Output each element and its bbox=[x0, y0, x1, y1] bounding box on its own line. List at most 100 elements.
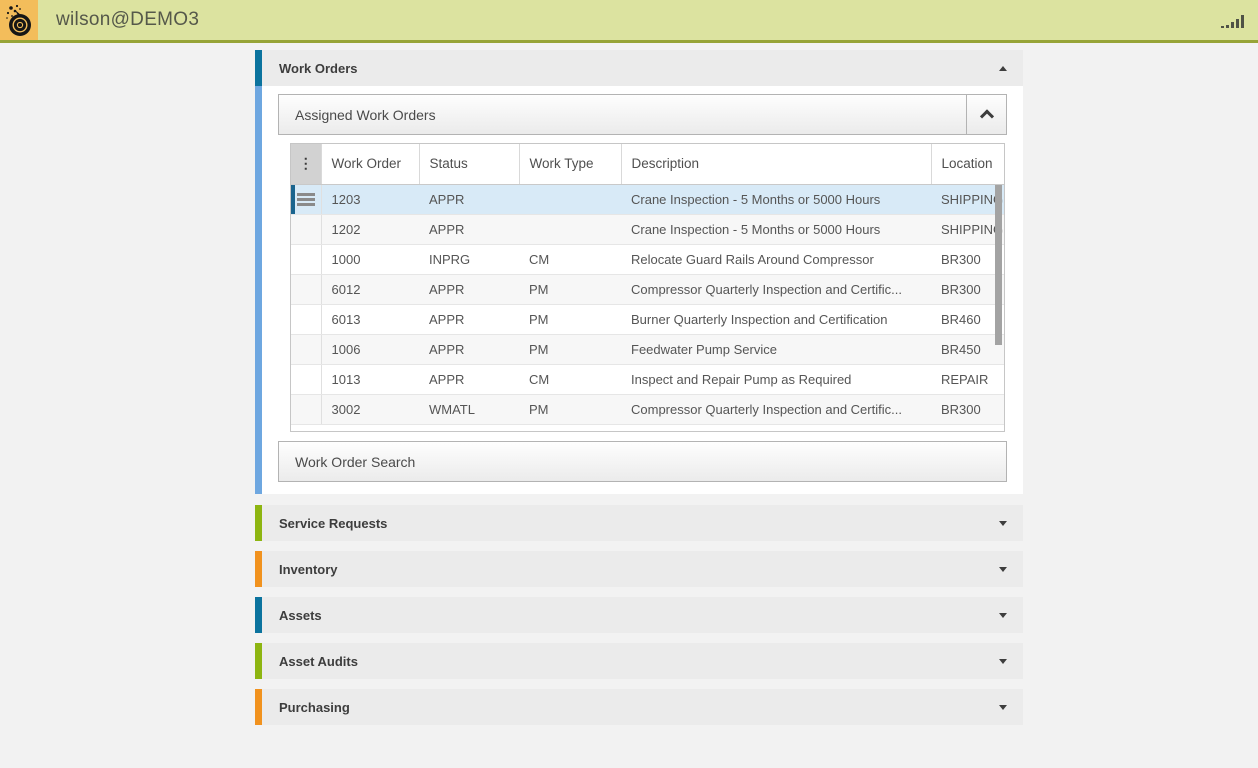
section-title: Work Orders bbox=[279, 60, 358, 76]
section-title: Inventory bbox=[279, 561, 338, 577]
table-row[interactable]: 3002 WMATL PM Compressor Quarterly Inspe… bbox=[291, 394, 1004, 425]
section-title: Assets bbox=[279, 607, 322, 623]
row-lead-cell[interactable] bbox=[291, 184, 322, 215]
cell-work-type[interactable]: PM bbox=[519, 304, 621, 335]
cell-description[interactable]: Feedwater Pump Service bbox=[621, 334, 931, 365]
cell-work-type[interactable]: PM bbox=[519, 274, 621, 305]
expand-triangle-down-icon bbox=[999, 612, 1007, 618]
vertical-ellipsis-icon[interactable]: ⋮ bbox=[291, 144, 322, 185]
app-logo[interactable] bbox=[0, 0, 38, 40]
cell-description[interactable]: Crane Inspection - 5 Months or 5000 Hour… bbox=[621, 214, 931, 245]
table-header-row: ⋮ Work Order Status Work Type Descriptio… bbox=[291, 144, 1004, 185]
row-lead-cell[interactable] bbox=[291, 244, 322, 275]
record-splash-logo-icon bbox=[6, 4, 31, 36]
cell-description[interactable]: Crane Inspection - 5 Months or 5000 Hour… bbox=[621, 184, 931, 215]
cell-status[interactable]: APPR bbox=[419, 214, 519, 245]
column-header-location[interactable]: Location bbox=[931, 144, 1004, 185]
section-header-work-orders[interactable]: Work Orders bbox=[255, 50, 1023, 86]
cell-work-type[interactable] bbox=[519, 214, 621, 245]
collapsed-section-header[interactable]: Inventory bbox=[255, 551, 1023, 587]
work-orders-table: ⋮ Work Order Status Work Type Descriptio… bbox=[290, 143, 1005, 432]
chevron-up-icon bbox=[979, 108, 994, 123]
collapse-triangle-up-icon bbox=[999, 65, 1007, 71]
column-header-description[interactable]: Description bbox=[621, 144, 932, 185]
cell-work-order[interactable]: 1013 bbox=[321, 364, 419, 395]
vertical-scrollbar[interactable] bbox=[995, 185, 1002, 425]
cell-description[interactable]: Relocate Guard Rails Around Compressor bbox=[621, 244, 931, 275]
table-row[interactable]: 1013 APPR CM Inspect and Repair Pump as … bbox=[291, 364, 1004, 395]
cell-work-order[interactable]: 3002 bbox=[321, 394, 419, 425]
cell-work-type[interactable] bbox=[519, 184, 621, 215]
work-orders-table-body: 1203 APPR Crane Inspection - 5 Months or… bbox=[291, 184, 1004, 425]
cell-location[interactable]: BR460 bbox=[931, 304, 1004, 335]
column-header-work-order[interactable]: Work Order bbox=[321, 144, 420, 185]
table-row[interactable]: 1203 APPR Crane Inspection - 5 Months or… bbox=[291, 184, 1004, 215]
cell-work-order[interactable]: 1203 bbox=[321, 184, 419, 215]
work-order-search-button[interactable]: Work Order Search bbox=[278, 441, 1007, 482]
scrollbar-thumb[interactable] bbox=[995, 185, 1002, 345]
cell-work-type[interactable]: PM bbox=[519, 334, 621, 365]
expand-triangle-down-icon bbox=[999, 520, 1007, 526]
assigned-work-orders-label: Assigned Work Orders bbox=[295, 106, 436, 123]
cell-status[interactable]: WMATL bbox=[419, 394, 519, 425]
collapsed-sections: Service Requests Inventory Assets Asset … bbox=[255, 505, 1023, 725]
cell-location[interactable]: SHIPPING bbox=[931, 214, 1004, 245]
cell-location[interactable]: BR300 bbox=[931, 394, 1004, 425]
section-title: Service Requests bbox=[279, 515, 388, 531]
cell-work-order[interactable]: 1000 bbox=[321, 244, 419, 275]
row-lead-cell[interactable] bbox=[291, 214, 322, 245]
cell-status[interactable]: APPR bbox=[419, 304, 519, 335]
work-order-search-label: Work Order Search bbox=[295, 453, 416, 470]
assigned-work-orders-button[interactable]: Assigned Work Orders bbox=[278, 94, 1007, 135]
cell-status[interactable]: APPR bbox=[419, 274, 519, 305]
cell-location[interactable]: BR300 bbox=[931, 244, 1004, 275]
cell-work-order[interactable]: 6012 bbox=[321, 274, 419, 305]
cell-description[interactable]: Burner Quarterly Inspection and Certific… bbox=[621, 304, 931, 335]
cell-status[interactable]: INPRG bbox=[419, 244, 519, 275]
table-row[interactable]: 1006 APPR PM Feedwater Pump Service BR45… bbox=[291, 334, 1004, 365]
section-title: Purchasing bbox=[279, 699, 350, 715]
section-work-orders: Work Orders Assigned Work Orders ⋮ bbox=[255, 50, 1023, 494]
column-header-work-type[interactable]: Work Type bbox=[519, 144, 622, 185]
cell-description[interactable]: Compressor Quarterly Inspection and Cert… bbox=[621, 274, 931, 305]
cell-description[interactable]: Compressor Quarterly Inspection and Cert… bbox=[621, 394, 931, 425]
collapsed-section-header[interactable]: Service Requests bbox=[255, 505, 1023, 541]
collapse-list-button[interactable] bbox=[966, 95, 1006, 134]
work-orders-section-body: Assigned Work Orders ⋮ Work Order Status bbox=[255, 86, 1023, 494]
expand-triangle-down-icon bbox=[999, 704, 1007, 710]
row-lead-cell[interactable] bbox=[291, 364, 322, 395]
cell-work-order[interactable]: 1006 bbox=[321, 334, 419, 365]
column-header-status[interactable]: Status bbox=[419, 144, 520, 185]
table-row[interactable]: 6013 APPR PM Burner Quarterly Inspection… bbox=[291, 304, 1004, 335]
expand-triangle-down-icon bbox=[999, 658, 1007, 664]
cell-location[interactable]: SHIPPING bbox=[931, 184, 1004, 215]
cell-status[interactable]: APPR bbox=[419, 334, 519, 365]
row-lead-cell[interactable] bbox=[291, 334, 322, 365]
navigator-panel: Work Orders Assigned Work Orders ⋮ bbox=[255, 50, 1023, 725]
section-title: Asset Audits bbox=[279, 653, 358, 669]
table-row[interactable]: 1202 APPR Crane Inspection - 5 Months or… bbox=[291, 214, 1004, 245]
cell-location[interactable]: BR300 bbox=[931, 274, 1004, 305]
cell-status[interactable]: APPR bbox=[419, 364, 519, 395]
expand-triangle-down-icon bbox=[999, 566, 1007, 572]
collapsed-section-header[interactable]: Asset Audits bbox=[255, 643, 1023, 679]
collapsed-section-header[interactable]: Assets bbox=[255, 597, 1023, 633]
table-row[interactable]: 6012 APPR PM Compressor Quarterly Inspec… bbox=[291, 274, 1004, 305]
table-row[interactable]: 1000 INPRG CM Relocate Guard Rails Aroun… bbox=[291, 244, 1004, 275]
row-drag-handle-icon[interactable] bbox=[296, 192, 315, 206]
row-lead-cell[interactable] bbox=[291, 394, 322, 425]
collapsed-section-header[interactable]: Purchasing bbox=[255, 689, 1023, 725]
cell-work-type[interactable]: PM bbox=[519, 394, 621, 425]
row-lead-cell[interactable] bbox=[291, 304, 322, 335]
cell-work-type[interactable]: CM bbox=[519, 364, 621, 395]
cell-work-order[interactable]: 1202 bbox=[321, 214, 419, 245]
cell-location[interactable]: REPAIR bbox=[931, 364, 1004, 395]
cell-location[interactable]: BR450 bbox=[931, 334, 1004, 365]
user-environment-label: wilson@DEMO3 bbox=[56, 9, 200, 30]
cell-work-type[interactable]: CM bbox=[519, 244, 621, 275]
titlebar: wilson@DEMO3 bbox=[0, 0, 1258, 43]
row-lead-cell[interactable] bbox=[291, 274, 322, 305]
cell-status[interactable]: APPR bbox=[419, 184, 519, 215]
cell-description[interactable]: Inspect and Repair Pump as Required bbox=[621, 364, 931, 395]
cell-work-order[interactable]: 6013 bbox=[321, 304, 419, 335]
